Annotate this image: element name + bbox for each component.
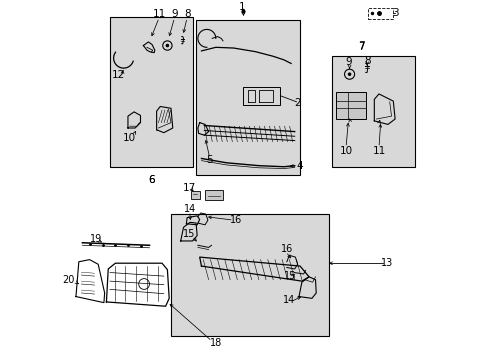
Text: 15: 15 — [284, 271, 296, 281]
Text: 20: 20 — [61, 275, 74, 285]
Bar — [171, 214, 328, 336]
Text: 13: 13 — [380, 258, 392, 268]
Text: 3: 3 — [391, 8, 398, 18]
Text: 16: 16 — [229, 215, 242, 225]
Text: 7: 7 — [357, 42, 364, 52]
Text: 6: 6 — [148, 175, 154, 185]
Bar — [196, 21, 300, 175]
Bar — [242, 87, 280, 105]
Text: 14: 14 — [283, 295, 295, 305]
Text: 2: 2 — [294, 98, 300, 108]
Text: 5: 5 — [206, 155, 213, 165]
Bar — [110, 17, 192, 167]
Text: 11: 11 — [152, 9, 165, 19]
Bar — [367, 8, 392, 19]
Text: 12: 12 — [111, 70, 124, 80]
Bar — [335, 92, 366, 119]
Text: 9: 9 — [171, 9, 178, 19]
Text: 8: 8 — [183, 9, 190, 19]
Text: 16: 16 — [280, 244, 292, 254]
Circle shape — [166, 44, 168, 46]
Text: 6: 6 — [148, 175, 154, 185]
Bar — [190, 192, 199, 199]
Text: 10: 10 — [122, 133, 135, 143]
Text: 18: 18 — [209, 338, 222, 348]
Circle shape — [348, 73, 350, 75]
Text: 15: 15 — [183, 229, 195, 239]
Text: 11: 11 — [371, 146, 385, 156]
Bar — [332, 56, 414, 167]
Text: 14: 14 — [183, 204, 195, 214]
Text: 10: 10 — [339, 146, 352, 156]
Bar — [204, 190, 223, 200]
Text: 9: 9 — [345, 57, 351, 67]
Text: 17: 17 — [183, 183, 196, 193]
Text: 8: 8 — [363, 56, 370, 66]
Text: 19: 19 — [89, 234, 102, 244]
Text: 1: 1 — [239, 2, 245, 12]
Text: 7: 7 — [357, 41, 364, 50]
Text: 4: 4 — [296, 161, 303, 171]
